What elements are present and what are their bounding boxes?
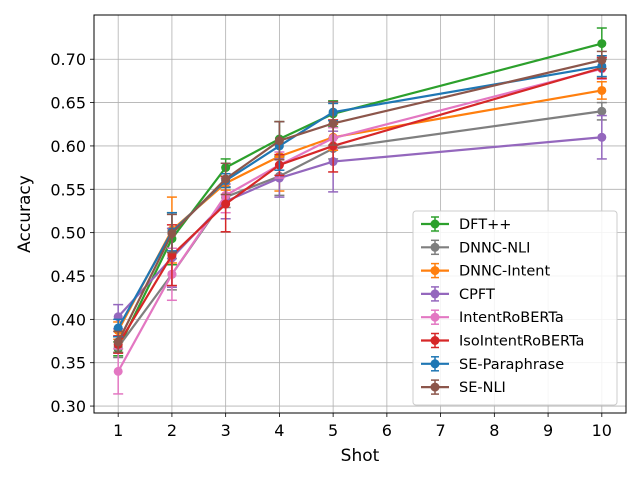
data-point bbox=[113, 366, 123, 376]
x-tick-label: 6 bbox=[382, 421, 392, 440]
x-tick-label: 3 bbox=[221, 421, 231, 440]
legend-marker bbox=[430, 382, 440, 392]
x-tick-label: 4 bbox=[274, 421, 284, 440]
y-tick-label: 0.55 bbox=[50, 180, 86, 199]
series-line bbox=[117, 66, 603, 346]
legend-marker bbox=[430, 359, 440, 369]
series-line bbox=[117, 136, 602, 318]
legend-label: IsoIntentRoBERTa bbox=[459, 334, 584, 350]
data-point bbox=[328, 141, 338, 151]
y-tick-label: 0.65 bbox=[50, 94, 86, 113]
data-point bbox=[597, 85, 607, 95]
legend-entry: SE-NLI bbox=[421, 379, 506, 396]
series-line bbox=[117, 65, 603, 329]
data-point bbox=[221, 174, 231, 184]
legend: DFT++ DNNC-NLI DNNC-Intent CPFT IntentRoBERT… bbox=[412, 210, 618, 406]
legend-box bbox=[412, 210, 618, 406]
series-line bbox=[117, 59, 603, 343]
data-point bbox=[167, 229, 177, 239]
legend-marker bbox=[430, 336, 440, 345]
data-point bbox=[274, 136, 284, 146]
legend-entry: IsoIntentRoBERTa bbox=[421, 332, 584, 350]
data-point bbox=[328, 118, 338, 128]
axis-ticks: 1 2 3 4 5 6 7 8 9 10 0.30 0.35 0.40 0.45 0.50 0.55 0.60 0… bbox=[50, 50, 612, 440]
y-axis-label: Accuracy bbox=[15, 175, 35, 253]
legend-entry: DNNC-NLI bbox=[421, 239, 530, 256]
legend-entry: IntentRoBERTa bbox=[421, 309, 564, 326]
legend-marker bbox=[430, 289, 440, 299]
data-point bbox=[221, 199, 231, 209]
series-se-nli bbox=[113, 50, 607, 354]
legend-label: DNNC-NLI bbox=[459, 240, 530, 256]
legend-entry: DNNC-Intent bbox=[421, 262, 550, 280]
legend-label: DFT++ bbox=[459, 217, 511, 233]
x-tick-label: 10 bbox=[592, 421, 612, 440]
plot-frame bbox=[93, 14, 627, 414]
legend-label: DNNC-Intent bbox=[459, 264, 550, 280]
series-layer bbox=[113, 27, 607, 395]
legend-label: IntentRoBERTa bbox=[459, 310, 564, 326]
legend-label: SE-NLI bbox=[459, 380, 506, 396]
data-point bbox=[597, 132, 607, 142]
x-tick-label: 8 bbox=[489, 421, 499, 440]
data-point bbox=[597, 39, 607, 49]
legend-marker bbox=[430, 219, 440, 229]
x-tick-label: 2 bbox=[167, 421, 177, 440]
series-line bbox=[117, 110, 602, 348]
legend-marker bbox=[430, 242, 440, 252]
y-tick-label: 0.70 bbox=[50, 50, 86, 69]
legend-marker bbox=[430, 266, 440, 276]
series-line bbox=[117, 42, 603, 350]
y-tick-label: 0.45 bbox=[50, 267, 86, 286]
legend-entry: DFT++ bbox=[421, 216, 511, 233]
legend-label: SE-Paraphrase bbox=[459, 357, 564, 373]
y-tick-label: 0.30 bbox=[50, 397, 86, 416]
data-point bbox=[113, 323, 123, 333]
data-point bbox=[597, 55, 607, 65]
y-tick-label: 0.40 bbox=[50, 310, 86, 329]
legend-entry: CPFT bbox=[421, 286, 495, 303]
x-tick-label: 9 bbox=[543, 421, 553, 440]
x-tick-label: 1 bbox=[113, 421, 123, 440]
data-point bbox=[597, 106, 607, 116]
y-tick-label: 0.35 bbox=[50, 354, 86, 373]
x-tick-label: 7 bbox=[436, 421, 446, 440]
x-tick-label: 5 bbox=[328, 421, 338, 440]
legend-marker bbox=[430, 312, 440, 322]
data-point bbox=[113, 337, 123, 347]
y-tick-label: 0.50 bbox=[50, 224, 86, 243]
legend-entry: SE-Paraphrase bbox=[421, 356, 564, 373]
legend-label: CPFT bbox=[459, 287, 495, 303]
series-line bbox=[117, 67, 603, 372]
x-axis-label: Shot bbox=[341, 446, 380, 466]
y-tick-label: 0.60 bbox=[50, 137, 86, 156]
